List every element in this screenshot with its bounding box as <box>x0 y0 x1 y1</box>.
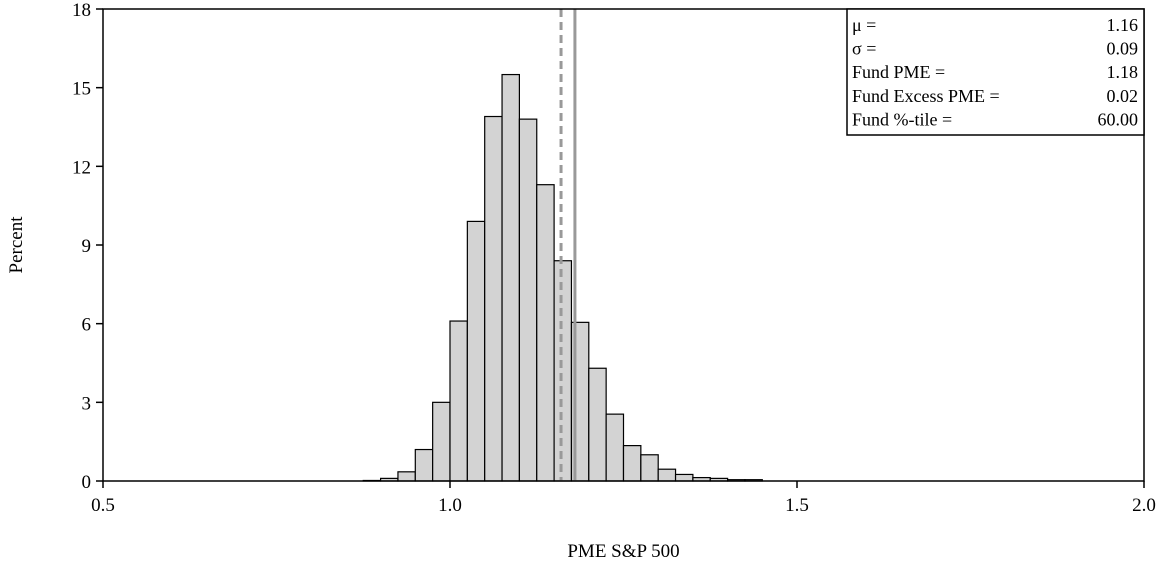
bars-layer <box>362 73 763 482</box>
x-tick-label: 0.5 <box>91 495 115 516</box>
stats-label: Fund Excess PME = <box>852 86 1000 106</box>
y-tick-label: 6 <box>82 315 92 336</box>
reference-lines-layer <box>559 9 577 481</box>
histogram-bar <box>484 115 503 482</box>
stats-box-frame <box>846 8 1145 136</box>
y-tick-label: 18 <box>72 0 91 21</box>
stats-label: μ = <box>852 15 876 35</box>
histogram-bar <box>605 413 625 482</box>
stats-value: 1.18 <box>1107 62 1139 82</box>
histogram-bar <box>622 445 642 482</box>
histogram-bar <box>588 367 607 482</box>
histogram-bar <box>657 468 677 482</box>
histogram-bar <box>553 260 573 482</box>
histogram-bar <box>536 184 555 482</box>
stats-label: σ = <box>852 39 876 59</box>
stats-value: 0.09 <box>1107 39 1139 59</box>
stats-value: 0.02 <box>1107 86 1139 106</box>
histogram-bar <box>640 454 659 482</box>
stats-box: μ = 1.16 σ = 0.09 Fund PME = 1.18 Fund Excess … <box>846 8 1145 136</box>
y-tick-label: 3 <box>82 393 92 414</box>
y-tick-label: 9 <box>82 236 92 257</box>
histogram-bar <box>501 73 520 482</box>
histogram-bar <box>432 401 451 482</box>
y-tick-label: 0 <box>82 472 92 493</box>
stats-value: 60.00 <box>1098 109 1139 129</box>
y-axis-title: Percent <box>6 216 27 274</box>
histogram-bar <box>449 320 468 482</box>
histogram-bar <box>674 473 694 482</box>
y-tick-label: 15 <box>72 79 91 100</box>
y-tick-label: 12 <box>72 157 91 178</box>
histogram-bar <box>414 448 434 482</box>
histogram-bar <box>397 471 416 482</box>
histogram-bar <box>518 118 538 482</box>
x-axis-title: PME S&P 500 <box>567 541 679 562</box>
x-tick-label: 2.0 <box>1132 495 1156 516</box>
stats-label: Fund PME = <box>852 62 945 82</box>
histogram-bar <box>466 220 486 482</box>
stats-value: 1.16 <box>1107 15 1139 35</box>
stats-label: Fund %-tile = <box>852 109 952 129</box>
x-tick-label: 1.5 <box>785 495 809 516</box>
axes-layer: 0.5 1.0 1.5 2.0 0 3 6 9 12 15 18 <box>72 0 1156 516</box>
x-tick-label: 1.0 <box>438 495 462 516</box>
